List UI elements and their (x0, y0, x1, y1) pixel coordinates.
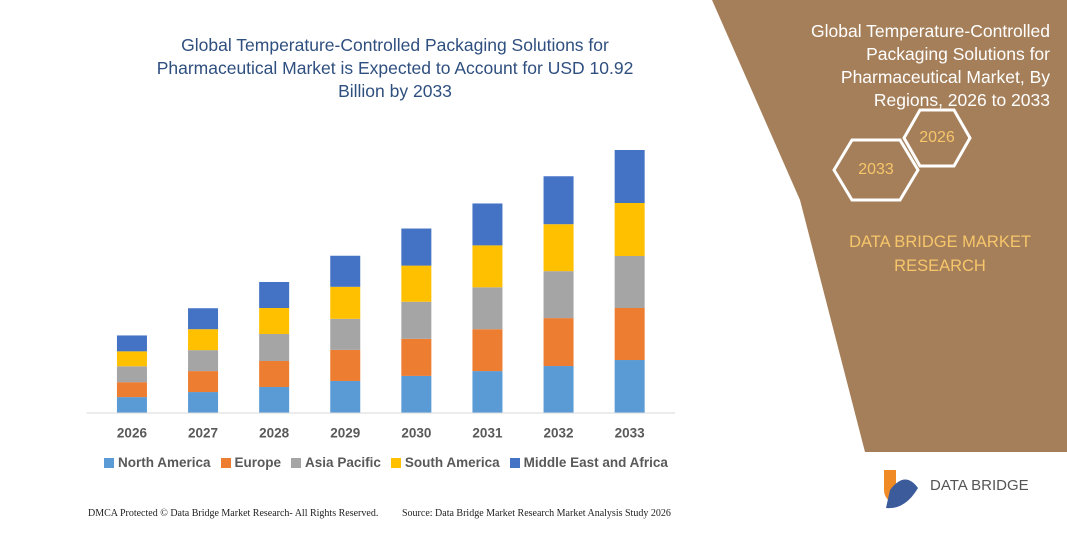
bar-segment (330, 286, 361, 319)
bar-segment (188, 350, 219, 372)
bar-segment (188, 308, 219, 330)
side-panel (712, 0, 1067, 452)
hex-year: 2033 (858, 161, 894, 178)
x-tick-label: 2033 (615, 426, 646, 441)
bar-segment (543, 318, 574, 367)
legend-swatch (220, 457, 231, 468)
bar-segment (543, 176, 574, 225)
bar-segment (259, 360, 290, 387)
hexagon (832, 138, 920, 202)
legend-label: Middle East and Africa (523, 455, 668, 470)
bar-segment (116, 335, 147, 352)
bar-segment (543, 224, 574, 272)
bar-segment (116, 382, 147, 398)
footer-right: Source: Data Bridge Market Research Mark… (402, 508, 671, 519)
bar-segment (116, 366, 147, 383)
x-tick-label: 2028 (259, 426, 290, 441)
legend-item: Asia Pacific (291, 455, 381, 470)
legend-item: Europe (220, 455, 282, 470)
bar-segment (401, 375, 432, 413)
legend-label: South America (404, 455, 500, 470)
bar-segment (543, 366, 574, 413)
bar-segment (614, 307, 645, 361)
logo-icon (886, 479, 918, 509)
bar-segment (330, 255, 361, 287)
bar-segment (472, 203, 503, 246)
bar-segment (330, 318, 361, 350)
bar-segment (472, 245, 503, 288)
hex-year: 2026 (919, 129, 955, 146)
bar-segment (188, 392, 219, 413)
bar-segment (401, 301, 432, 339)
chart-title: Global Temperature-Controlled Packaging … (156, 35, 634, 101)
bar-segment (259, 386, 290, 413)
bar-segment (259, 334, 290, 361)
bar-segment (188, 371, 219, 393)
footer-left: DMCA Protected © Data Bridge Market Rese… (88, 508, 379, 519)
brand: DATA BRIDGE MARKET RESEARCH (849, 233, 1031, 275)
bar-segment (614, 202, 645, 256)
bar-segment (401, 338, 432, 376)
bar-segment (401, 265, 432, 302)
bar-segment (614, 150, 645, 203)
legend-label: Asia Pacific (305, 455, 381, 470)
legend-swatch (509, 457, 520, 468)
panel-title: Global Temperature-Controlled Packaging … (811, 21, 1050, 110)
legend-swatch (104, 457, 114, 468)
x-tick-label: 2032 (544, 426, 574, 441)
legend-item: Middle East and Africa (509, 455, 668, 470)
x-tick-label: 2027 (188, 426, 218, 441)
bar-segment (543, 271, 574, 319)
hexagon (902, 108, 972, 168)
bar-segment (614, 360, 645, 413)
bar-segment (401, 228, 432, 266)
legend-label: Europe (234, 455, 282, 470)
legend-label: North America (118, 455, 211, 470)
bar-segment (472, 287, 503, 330)
bar-segment (330, 349, 361, 381)
x-tick-label: 2031 (472, 426, 503, 441)
bar-segment (188, 329, 219, 351)
bar-segment (116, 351, 147, 367)
bar-segment (472, 371, 503, 413)
legend-item: North America (104, 455, 211, 470)
bar-segment (259, 281, 290, 308)
bar-segment (614, 255, 645, 308)
logo-text: DATA BRIDGE (930, 477, 1029, 494)
bar-segment (116, 397, 147, 413)
legend: North America Europe Asia Pacific South Ame… (104, 455, 668, 470)
bar-segment (330, 380, 361, 413)
plot-area: 2026 2027 2028 2029 2030 2031 2032 2033 (86, 150, 676, 441)
legend-item: South America (390, 455, 500, 470)
bar-segment (259, 307, 290, 335)
bar-segment (472, 329, 503, 372)
x-tick-label: 2029 (330, 426, 360, 441)
legend-swatch (390, 457, 401, 468)
x-tick-label: 2026 (117, 426, 148, 441)
x-tick-label: 2030 (401, 426, 431, 441)
legend-swatch (291, 457, 302, 468)
